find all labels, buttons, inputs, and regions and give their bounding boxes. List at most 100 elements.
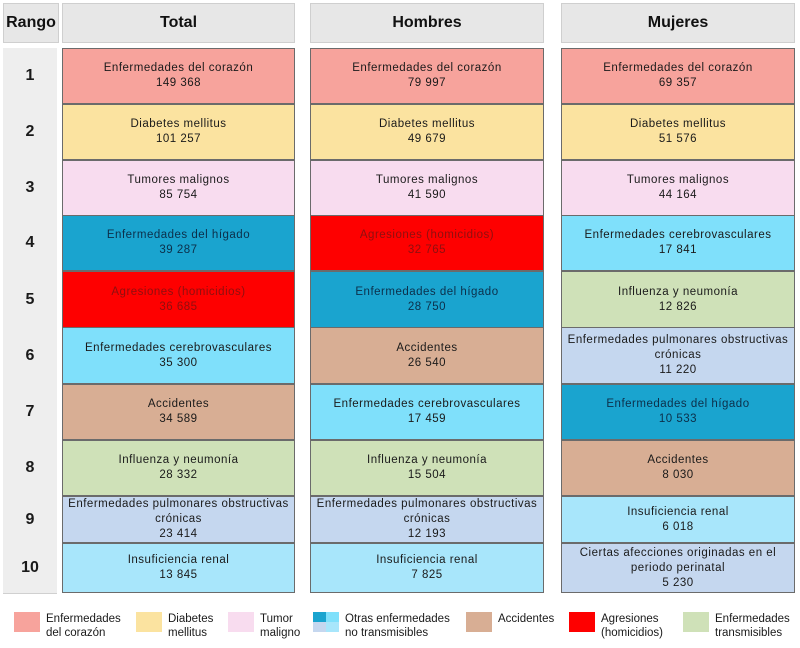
death-count: 49 679 xyxy=(407,133,447,145)
women-cause-cell: Enfermedades pulmonares obstructivas cró… xyxy=(561,327,795,384)
legend-item: Otras enfermedades no transmisibles xyxy=(313,612,450,640)
legend-label-line1: Otras enfermedades xyxy=(345,613,450,625)
legend-item: Enfermedades del corazón xyxy=(14,612,121,640)
death-count: 39 287 xyxy=(159,244,198,256)
cause-name: Insuficiencia renal xyxy=(376,554,478,566)
cause-name: Enfermedades cerebrovasculares xyxy=(584,229,772,241)
legend-item: Tumor maligno xyxy=(228,612,300,640)
total-cause-cell: Tumores malignos 85 754 xyxy=(62,160,295,216)
legend-label: Agresiones (homicidios) xyxy=(601,612,663,640)
total-cause-cell: Enfermedades pulmonares obstructivas cró… xyxy=(62,496,295,543)
cause-name: Enfermedades del hígado xyxy=(355,285,499,298)
women-cause-cell: Insuficiencia renal 6 018 xyxy=(561,496,795,543)
cause-name: Agresiones (homicidios) xyxy=(111,285,246,298)
rank-number: 10 xyxy=(3,543,57,594)
cause-name: Enfermedades pulmonares obstructivas cró… xyxy=(316,498,538,525)
cause-name: Tumores malignos xyxy=(375,174,479,186)
women-cause-cell: Enfermedades cerebrovasculares 17 841 xyxy=(561,215,795,271)
cause-name: Accidentes xyxy=(647,454,709,466)
cause-name: Enfermedades del corazón xyxy=(603,62,753,74)
rank-number: 1 xyxy=(3,48,57,105)
legend-label-line2: maligno xyxy=(260,627,301,639)
cause-name: Influenza y neumonía xyxy=(367,454,487,466)
total-cause-cell: Agresiones (homicidios) 36 685 xyxy=(62,271,295,328)
legend-label-line1: Tumor xyxy=(260,613,293,625)
women-cause-cell: Enfermedades del corazón 69 357 xyxy=(561,48,795,104)
cause-name: Diabetes mellitus xyxy=(378,118,476,130)
cause-name: Tumores malignos xyxy=(626,174,730,186)
cause-name: Tumores malignos xyxy=(127,174,230,186)
cause-name: Agresiones (homicidios) xyxy=(359,229,495,241)
cause-name: Accidentes xyxy=(147,398,210,410)
cause-name: Influenza y neumonía xyxy=(118,454,239,466)
legend-label-line1: Enfermedades xyxy=(46,613,121,625)
death-count: 15 504 xyxy=(407,469,447,481)
legend-swatch xyxy=(136,612,162,632)
legend-label-line1: Enfermedades xyxy=(715,613,790,625)
cause-name: Enfermedades del hígado xyxy=(106,229,251,241)
death-count: 35 300 xyxy=(159,356,198,369)
death-count: 7 825 xyxy=(411,569,443,581)
rank-number: 7 xyxy=(3,384,57,441)
legend-item: Accidentes xyxy=(466,612,554,632)
rank-number: 4 xyxy=(3,215,57,272)
rank-header: Rango xyxy=(3,3,59,43)
legend-swatch xyxy=(313,612,339,632)
death-count: 5 230 xyxy=(662,576,694,589)
cause-name: Enfermedades del hígado xyxy=(606,398,750,410)
rank-number: 5 xyxy=(3,271,57,329)
men-cause-cell: Tumores malignos 41 590 xyxy=(310,160,544,216)
women-cause-cell: Enfermedades del hígado 10 533 xyxy=(561,384,795,440)
death-count: 17 459 xyxy=(407,413,447,425)
men-cause-cell: Enfermedades del corazón 79 997 xyxy=(310,48,544,104)
cause-name: Diabetes mellitus xyxy=(629,118,727,130)
death-count: 51 576 xyxy=(658,133,698,145)
legend-swatch xyxy=(683,612,709,632)
rank-number: 9 xyxy=(3,496,57,544)
death-count: 79 997 xyxy=(407,77,447,89)
legend-label: Diabetes mellitus xyxy=(168,612,213,640)
legend-item: Enfermedades transmisibles xyxy=(683,612,790,640)
rank-number: 3 xyxy=(3,160,57,217)
total-cause-cell: Enfermedades del corazón 149 368 xyxy=(62,48,295,104)
total-cause-cell: Enfermedades del hígado 39 287 xyxy=(62,215,295,271)
death-count: 8 030 xyxy=(662,469,694,481)
legend-label: Accidentes xyxy=(498,612,554,626)
legend-label: Tumor maligno xyxy=(260,612,300,640)
men-cause-cell: Accidentes 26 540 xyxy=(310,327,544,384)
death-count: 44 164 xyxy=(658,189,698,201)
legend-label-line1: Agresiones xyxy=(601,613,659,625)
rank-number: 2 xyxy=(3,104,57,161)
men-cause-cell: Enfermedades del hígado 28 750 xyxy=(310,271,544,328)
death-count: 12 193 xyxy=(407,528,447,540)
men-cause-cell: Influenza y neumonía 15 504 xyxy=(310,440,544,496)
total-header: Total xyxy=(62,3,295,43)
death-count: 36 685 xyxy=(159,300,198,313)
cause-name: Insuficiencia renal xyxy=(627,505,729,518)
legend-swatch xyxy=(228,612,254,632)
legend-item: Diabetes mellitus xyxy=(136,612,213,640)
women-cause-cell: Accidentes 8 030 xyxy=(561,440,795,496)
death-count: 10 533 xyxy=(658,413,698,425)
cause-name: Ciertas afecciones originadas en el peri… xyxy=(579,546,777,574)
death-count: 23 414 xyxy=(159,528,198,540)
men-cause-cell: Insuficiencia renal 7 825 xyxy=(310,543,544,593)
death-count: 101 257 xyxy=(155,133,202,145)
cause-name: Enfermedades pulmonares obstructivas cró… xyxy=(567,334,789,361)
legend-swatch xyxy=(466,612,492,632)
men-cause-cell: Diabetes mellitus 49 679 xyxy=(310,104,544,160)
total-cause-cell: Diabetes mellitus 101 257 xyxy=(62,104,295,160)
cause-name: Enfermedades del corazón xyxy=(103,62,254,74)
death-count: 6 018 xyxy=(662,520,694,533)
men-header: Hombres xyxy=(310,3,544,43)
legend-item: Agresiones (homicidios) xyxy=(569,612,663,640)
total-cause-cell: Enfermedades cerebrovasculares 35 300 xyxy=(62,327,295,384)
total-cause-cell: Accidentes 34 589 xyxy=(62,384,295,440)
legend-swatch xyxy=(569,612,595,632)
death-count: 28 332 xyxy=(159,469,198,481)
legend-label-line2: (homicidios) xyxy=(601,627,663,639)
cause-name: Enfermedades cerebrovasculares xyxy=(85,341,272,354)
legend-label-line2: no transmisibles xyxy=(345,627,429,639)
cause-name: Diabetes mellitus xyxy=(130,118,227,130)
women-cause-cell: Influenza y neumonía 12 826 xyxy=(561,271,795,328)
